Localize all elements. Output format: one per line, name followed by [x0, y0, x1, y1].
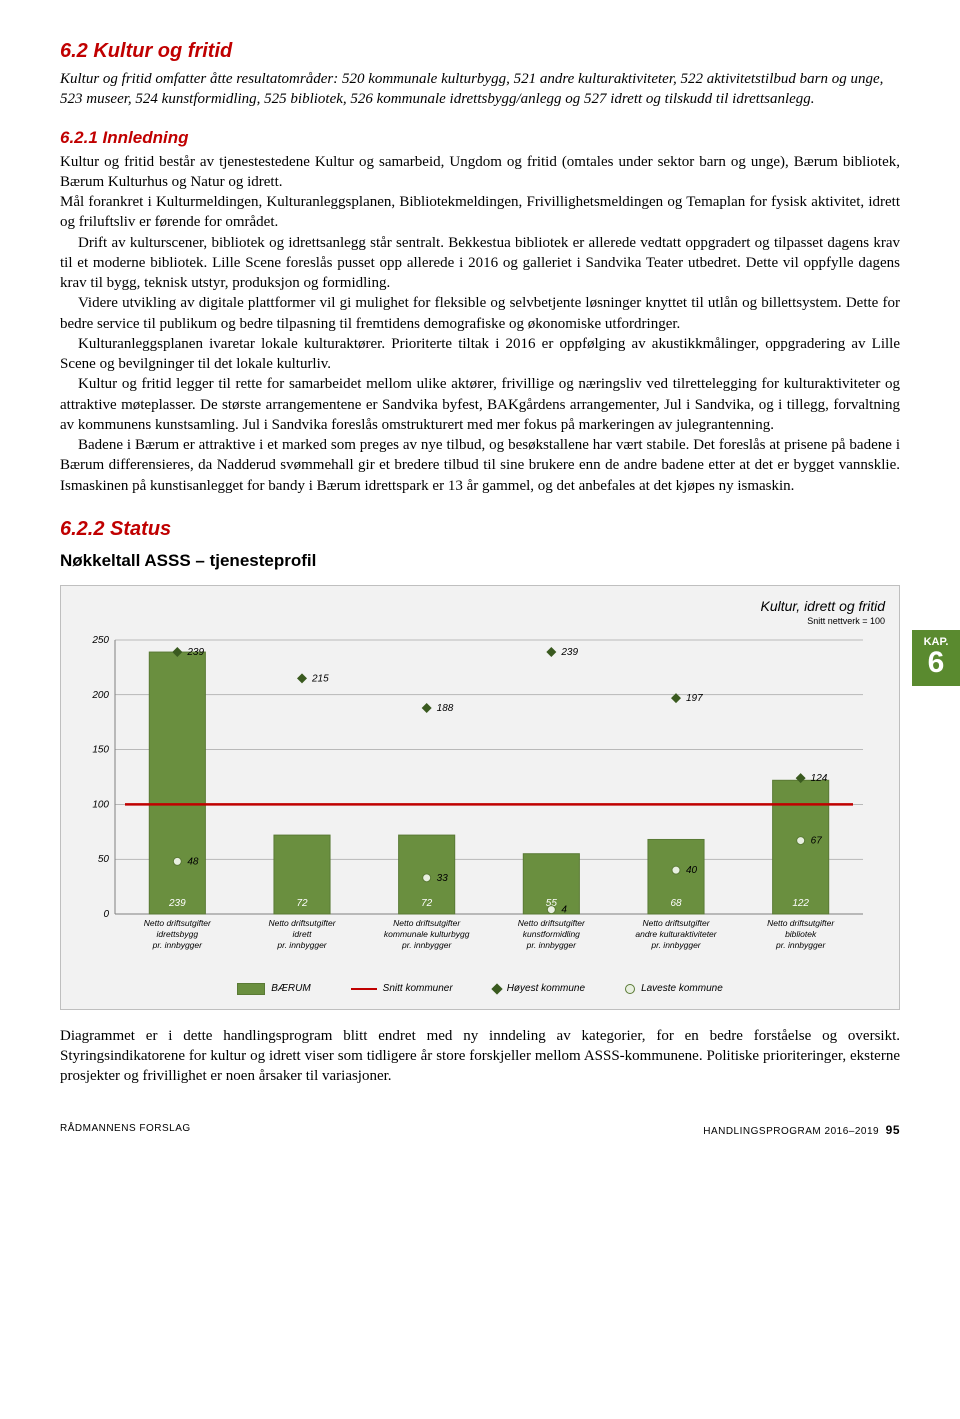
chapter-tab: KAP. 6 [912, 630, 960, 686]
svg-text:200: 200 [91, 690, 109, 701]
svg-text:idrettsbygg: idrettsbygg [157, 929, 199, 939]
intro-text: Kultur og fritid omfatter åtte resultato… [60, 69, 900, 110]
chapter-tab-number: 6 [912, 648, 960, 678]
svg-text:Netto driftsutgifter: Netto driftsutgifter [767, 918, 835, 928]
chart-title: Kultur, idrett og fritid [75, 598, 885, 614]
body-text-block: Kultur og fritid består av tjenestestede… [60, 152, 900, 496]
svg-text:Netto driftsutgifter: Netto driftsutgifter [518, 918, 586, 928]
svg-text:pr. innbygger: pr. innbygger [276, 940, 327, 950]
svg-text:150: 150 [92, 744, 109, 755]
paragraph: Mål forankret i Kulturmeldingen, Kultura… [60, 192, 900, 233]
svg-text:100: 100 [92, 799, 109, 810]
svg-text:4: 4 [561, 904, 567, 915]
svg-text:Netto driftsutgifter: Netto driftsutgifter [393, 918, 461, 928]
paragraph: Drift av kulturscener, bibliotek og idre… [60, 233, 900, 294]
svg-text:40: 40 [686, 865, 698, 876]
svg-text:239: 239 [560, 647, 578, 658]
paragraph: Kulturanleggsplanen ivaretar lokale kult… [60, 334, 900, 375]
chart-subtitle: Snitt nettverk = 100 [75, 616, 885, 626]
chart-legend: BÆRUM Snitt kommuner Høyest kommune Lave… [75, 975, 885, 995]
svg-text:0: 0 [103, 909, 109, 920]
closing-text: Diagrammet er i dette handlingsprogram b… [60, 1026, 900, 1087]
svg-text:kommunale kulturbygg: kommunale kulturbygg [384, 929, 470, 939]
svg-text:idrett: idrett [293, 929, 313, 939]
svg-text:250: 250 [91, 635, 109, 646]
paragraph: Kultur og fritid legger til rette for sa… [60, 374, 900, 435]
subsection-title-2: 6.2.2 Status [60, 518, 900, 541]
svg-text:48: 48 [187, 856, 199, 867]
footer-right: HANDLINGSPROGRAM 2016–2019 95 [703, 1123, 900, 1137]
svg-text:239: 239 [186, 647, 204, 658]
svg-text:Netto driftsutgifter: Netto driftsutgifter [268, 918, 336, 928]
svg-text:124: 124 [811, 773, 828, 784]
svg-text:50: 50 [98, 854, 110, 865]
svg-text:122: 122 [792, 898, 809, 909]
subsection-title-1: 6.2.1 Innledning [60, 128, 900, 148]
section-title: 6.2 Kultur og fritid [60, 40, 900, 63]
legend-lav: Laveste kommune [625, 983, 723, 995]
legend-snitt: Snitt kommuner [351, 983, 453, 995]
chart-container: Kultur, idrett og fritid Snitt nettverk … [60, 585, 900, 1010]
svg-text:Netto driftsutgifter: Netto driftsutgifter [144, 918, 212, 928]
chart-heading: Nøkkeltall ASSS – tjenesteprofil [60, 551, 900, 571]
svg-text:188: 188 [437, 703, 454, 714]
svg-text:kunstformidling: kunstformidling [523, 929, 580, 939]
svg-text:pr. innbygger: pr. innbygger [650, 940, 701, 950]
svg-text:pr. innbygger: pr. innbygger [401, 940, 452, 950]
svg-text:67: 67 [811, 835, 823, 846]
footer-left: RÅDMANNENS FORSLAG [60, 1123, 191, 1137]
svg-text:72: 72 [296, 898, 308, 909]
page-footer: RÅDMANNENS FORSLAG HANDLINGSPROGRAM 2016… [60, 1123, 900, 1137]
svg-text:197: 197 [686, 693, 703, 704]
paragraph: Videre utvikling av digitale plattformer… [60, 293, 900, 334]
paragraph: Kultur og fritid består av tjenestestede… [60, 152, 900, 193]
svg-text:215: 215 [311, 673, 329, 684]
svg-text:Netto driftsutgifter: Netto driftsutgifter [642, 918, 710, 928]
paragraph: Badene i Bærum er attraktive i et marked… [60, 435, 900, 496]
svg-text:pr. innbygger: pr. innbygger [152, 940, 203, 950]
svg-text:bibliotek: bibliotek [785, 929, 817, 939]
svg-text:239: 239 [168, 898, 186, 909]
bar-chart: 0 50 100 150 200 250 239 239 48 Netto driftsutgif… [75, 630, 873, 970]
legend-hoy: Høyest kommune [493, 983, 585, 995]
svg-text:33: 33 [437, 873, 449, 884]
svg-text:andre kulturaktiviteter: andre kulturaktiviteter [635, 929, 717, 939]
svg-text:pr. innbygger: pr. innbygger [526, 940, 577, 950]
legend-baerum: BÆRUM [237, 983, 310, 995]
svg-text:72: 72 [421, 898, 433, 909]
svg-text:pr. innbygger: pr. innbygger [775, 940, 826, 950]
svg-text:68: 68 [670, 898, 682, 909]
